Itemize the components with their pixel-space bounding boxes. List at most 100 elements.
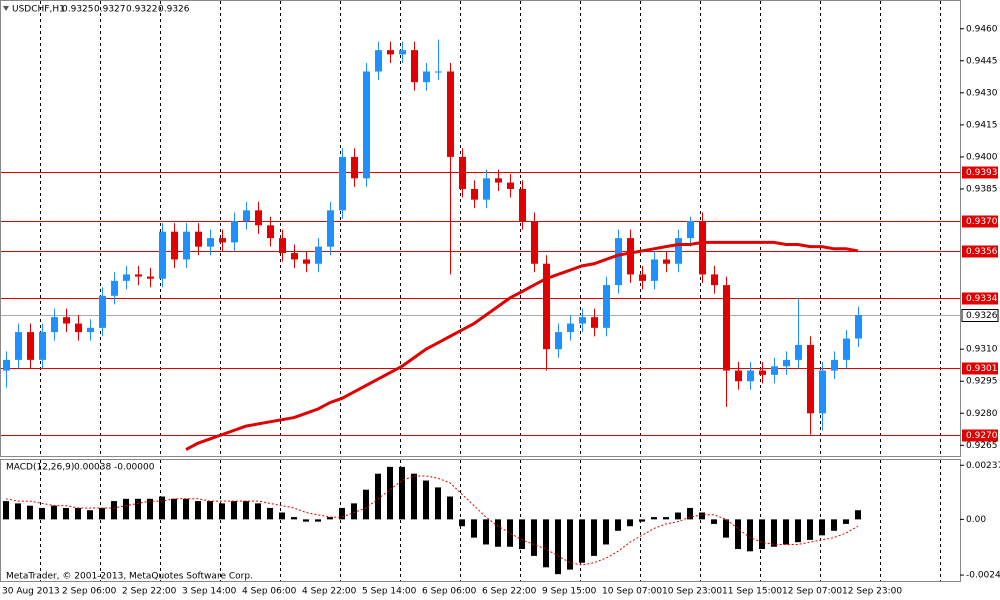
- y-tick-label: -0.00244: [966, 571, 1000, 581]
- macd-bar: [303, 519, 309, 522]
- macd-bar: [843, 519, 849, 524]
- candle-body: [195, 231, 202, 247]
- candle-body: [3, 359, 10, 371]
- macd-bar: [807, 519, 813, 540]
- candle-body: [231, 221, 238, 243]
- candle-body: [663, 259, 670, 264]
- x-tick-label: 2 Sep 22:00: [122, 587, 177, 597]
- macd-bar: [795, 519, 801, 543]
- candle-body: [531, 221, 538, 264]
- macd-bar: [351, 503, 357, 520]
- y-tick-label: 0.00: [966, 515, 986, 525]
- candle-body: [87, 327, 94, 333]
- candle-body: [207, 238, 214, 247]
- macd-bar: [27, 505, 33, 520]
- candle-body: [135, 274, 142, 277]
- candle-body: [375, 50, 382, 72]
- level-label: 0.9356: [966, 247, 998, 257]
- macd-bar: [99, 507, 105, 520]
- candle-body: [75, 323, 82, 333]
- candle-body: [735, 370, 742, 382]
- macd-bar: [567, 519, 573, 570]
- y-tick-label: 0.9415: [966, 120, 998, 130]
- macd-bar: [747, 519, 753, 552]
- quote-value: 0.9327: [94, 5, 126, 15]
- macd-bar: [183, 498, 189, 520]
- macd-bar: [339, 507, 345, 520]
- x-tick-label: 10 Sep 07:00: [602, 587, 662, 597]
- candle-body: [675, 238, 682, 264]
- x-tick-label: 6 Sep 22:00: [482, 587, 537, 597]
- candle-body: [183, 231, 190, 260]
- candle-body: [495, 178, 502, 183]
- x-tick-label: 30 Aug 2013: [2, 587, 60, 597]
- level-label: 0.9270: [966, 431, 998, 441]
- candle-body: [603, 285, 610, 328]
- macd-bar: [387, 466, 393, 520]
- candle-body: [759, 370, 766, 375]
- candle-body: [255, 210, 262, 226]
- macd-bar: [651, 517, 657, 520]
- candle-body: [639, 274, 646, 281]
- macd-bar: [591, 519, 597, 556]
- macd-bar: [63, 507, 69, 520]
- level-label-box: [962, 292, 998, 305]
- macd-bar: [459, 519, 465, 527]
- macd-bar: [819, 519, 825, 536]
- candle-body: [723, 285, 730, 371]
- candle-body: [699, 221, 706, 275]
- candle-body: [579, 317, 586, 324]
- candle-body: [147, 276, 154, 279]
- candle-body: [39, 332, 46, 360]
- y-tick-label: 0.9385: [966, 184, 998, 194]
- indicator-value: -0.00000: [114, 463, 155, 473]
- candle-body: [447, 71, 454, 157]
- macd-bar: [663, 517, 669, 520]
- candle-body: [843, 338, 850, 360]
- candle-body: [807, 344, 814, 414]
- candle-body: [351, 156, 358, 179]
- signal-line: [5, 475, 859, 566]
- candle-body: [747, 370, 754, 382]
- macd-bar: [579, 519, 585, 563]
- y-tick-label: 0.9280: [966, 409, 998, 419]
- candle-body: [483, 178, 490, 200]
- candle-body: [627, 238, 634, 275]
- candle-body: [459, 156, 466, 189]
- macd-bar: [615, 519, 621, 531]
- macd-bar: [519, 519, 525, 550]
- candle-body: [159, 231, 166, 279]
- x-tick-label: 6 Sep 06:00: [422, 587, 477, 597]
- candle-body: [435, 71, 442, 73]
- candle-body: [519, 188, 526, 222]
- candle-body: [315, 246, 322, 264]
- x-tick-label: 5 Sep 14:00: [362, 587, 417, 597]
- candle-body: [795, 344, 802, 360]
- candle-body: [831, 359, 838, 371]
- macd-bar: [771, 519, 777, 547]
- candle-body: [615, 238, 622, 286]
- level-label-box: [962, 215, 998, 228]
- macd-bar: [831, 519, 837, 531]
- macd-bar: [231, 501, 237, 520]
- macd-bar: [315, 519, 321, 522]
- macd-bar: [279, 512, 285, 520]
- x-tick-label: 4 Sep 22:00: [302, 587, 357, 597]
- x-tick-label: 11 Sep 15:00: [722, 587, 782, 597]
- macd-bar: [147, 498, 153, 520]
- candle-body: [387, 50, 394, 55]
- macd-bar: [495, 519, 501, 547]
- candle-body: [339, 156, 346, 211]
- candle-body: [219, 238, 226, 243]
- candle-body: [27, 332, 34, 360]
- candle-body: [411, 50, 418, 83]
- candle-body: [63, 317, 70, 324]
- macd-bar: [735, 519, 741, 550]
- candle-body: [591, 317, 598, 328]
- symbol-icon: [3, 6, 9, 11]
- macd-bar: [243, 501, 249, 520]
- level-label: 0.9393: [966, 168, 998, 178]
- macd-bar: [531, 519, 537, 556]
- macd-bar: [555, 519, 561, 575]
